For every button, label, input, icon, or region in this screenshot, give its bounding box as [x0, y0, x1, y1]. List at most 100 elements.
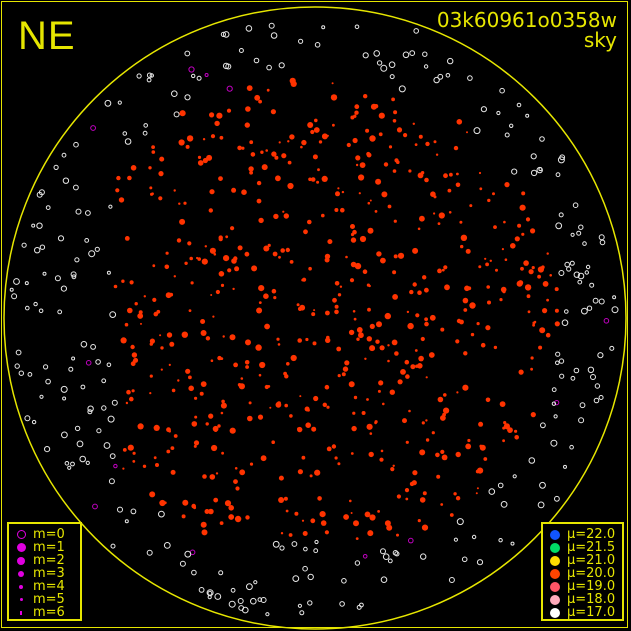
star	[258, 217, 264, 224]
star	[501, 248, 504, 251]
star	[453, 492, 457, 496]
dot-icon	[18, 570, 24, 577]
star	[303, 546, 308, 552]
star	[168, 363, 171, 366]
star	[18, 370, 24, 376]
legend-row-mu: μ=20.0	[543, 567, 622, 580]
star	[551, 387, 557, 393]
star	[280, 248, 286, 253]
star	[151, 150, 156, 154]
star	[413, 28, 420, 34]
star	[523, 260, 529, 266]
star	[273, 213, 279, 220]
star	[280, 532, 284, 535]
star	[313, 395, 319, 402]
color-dot-icon	[550, 555, 560, 566]
star	[387, 558, 393, 564]
star	[392, 550, 399, 556]
star	[444, 284, 450, 291]
star	[412, 470, 418, 476]
star	[173, 434, 178, 438]
star	[67, 465, 72, 470]
star	[171, 388, 176, 393]
star	[249, 462, 254, 466]
star	[577, 272, 585, 280]
star	[213, 497, 219, 503]
legend-label: μ=20.0	[567, 566, 616, 581]
star	[84, 238, 90, 243]
star	[429, 314, 436, 321]
star	[188, 309, 192, 312]
star	[254, 94, 261, 101]
star	[308, 177, 312, 182]
star	[546, 298, 549, 302]
star	[500, 286, 507, 293]
star	[124, 236, 130, 241]
star	[392, 294, 398, 300]
star	[524, 284, 532, 291]
star	[573, 271, 580, 278]
star	[502, 439, 505, 443]
star	[85, 360, 92, 366]
star	[555, 172, 561, 178]
star	[321, 25, 326, 30]
star	[584, 270, 589, 275]
star	[355, 537, 359, 540]
star	[495, 268, 498, 272]
star	[369, 135, 376, 142]
star	[231, 258, 237, 264]
star	[449, 172, 453, 177]
star	[217, 424, 221, 428]
star	[566, 266, 572, 272]
star	[24, 415, 31, 422]
star	[382, 553, 390, 561]
star	[44, 446, 51, 453]
star	[592, 297, 599, 304]
star	[169, 341, 175, 347]
star	[289, 414, 293, 418]
star	[129, 280, 134, 285]
star	[392, 464, 395, 467]
star	[339, 601, 345, 607]
star	[153, 424, 160, 431]
star	[286, 362, 290, 366]
legend-row-m4: m=4	[9, 580, 80, 593]
star	[317, 496, 322, 501]
legend-row-mu: μ=19.0	[543, 580, 622, 593]
star	[264, 323, 270, 330]
star	[124, 138, 132, 145]
star	[353, 520, 359, 527]
star	[514, 429, 518, 433]
star	[248, 401, 252, 405]
star	[170, 469, 176, 475]
star	[379, 457, 384, 462]
star	[425, 419, 428, 422]
star	[296, 303, 300, 307]
star	[209, 247, 216, 254]
star	[258, 301, 262, 304]
star	[132, 451, 136, 455]
legend-label: m=4	[33, 579, 65, 594]
star	[478, 265, 482, 269]
star	[447, 57, 454, 65]
star	[352, 137, 358, 144]
star	[402, 51, 410, 59]
star	[324, 384, 330, 390]
star	[367, 201, 371, 205]
star	[137, 423, 144, 430]
star	[153, 456, 157, 460]
star	[146, 549, 153, 556]
star	[214, 593, 222, 600]
star	[380, 576, 388, 584]
star	[590, 374, 596, 380]
star	[238, 383, 245, 390]
star	[302, 565, 308, 572]
star	[209, 112, 215, 118]
star	[314, 469, 321, 476]
star	[289, 134, 295, 140]
star	[187, 241, 192, 246]
star	[149, 491, 156, 498]
star	[341, 372, 346, 377]
star	[85, 210, 91, 216]
star	[528, 457, 536, 464]
